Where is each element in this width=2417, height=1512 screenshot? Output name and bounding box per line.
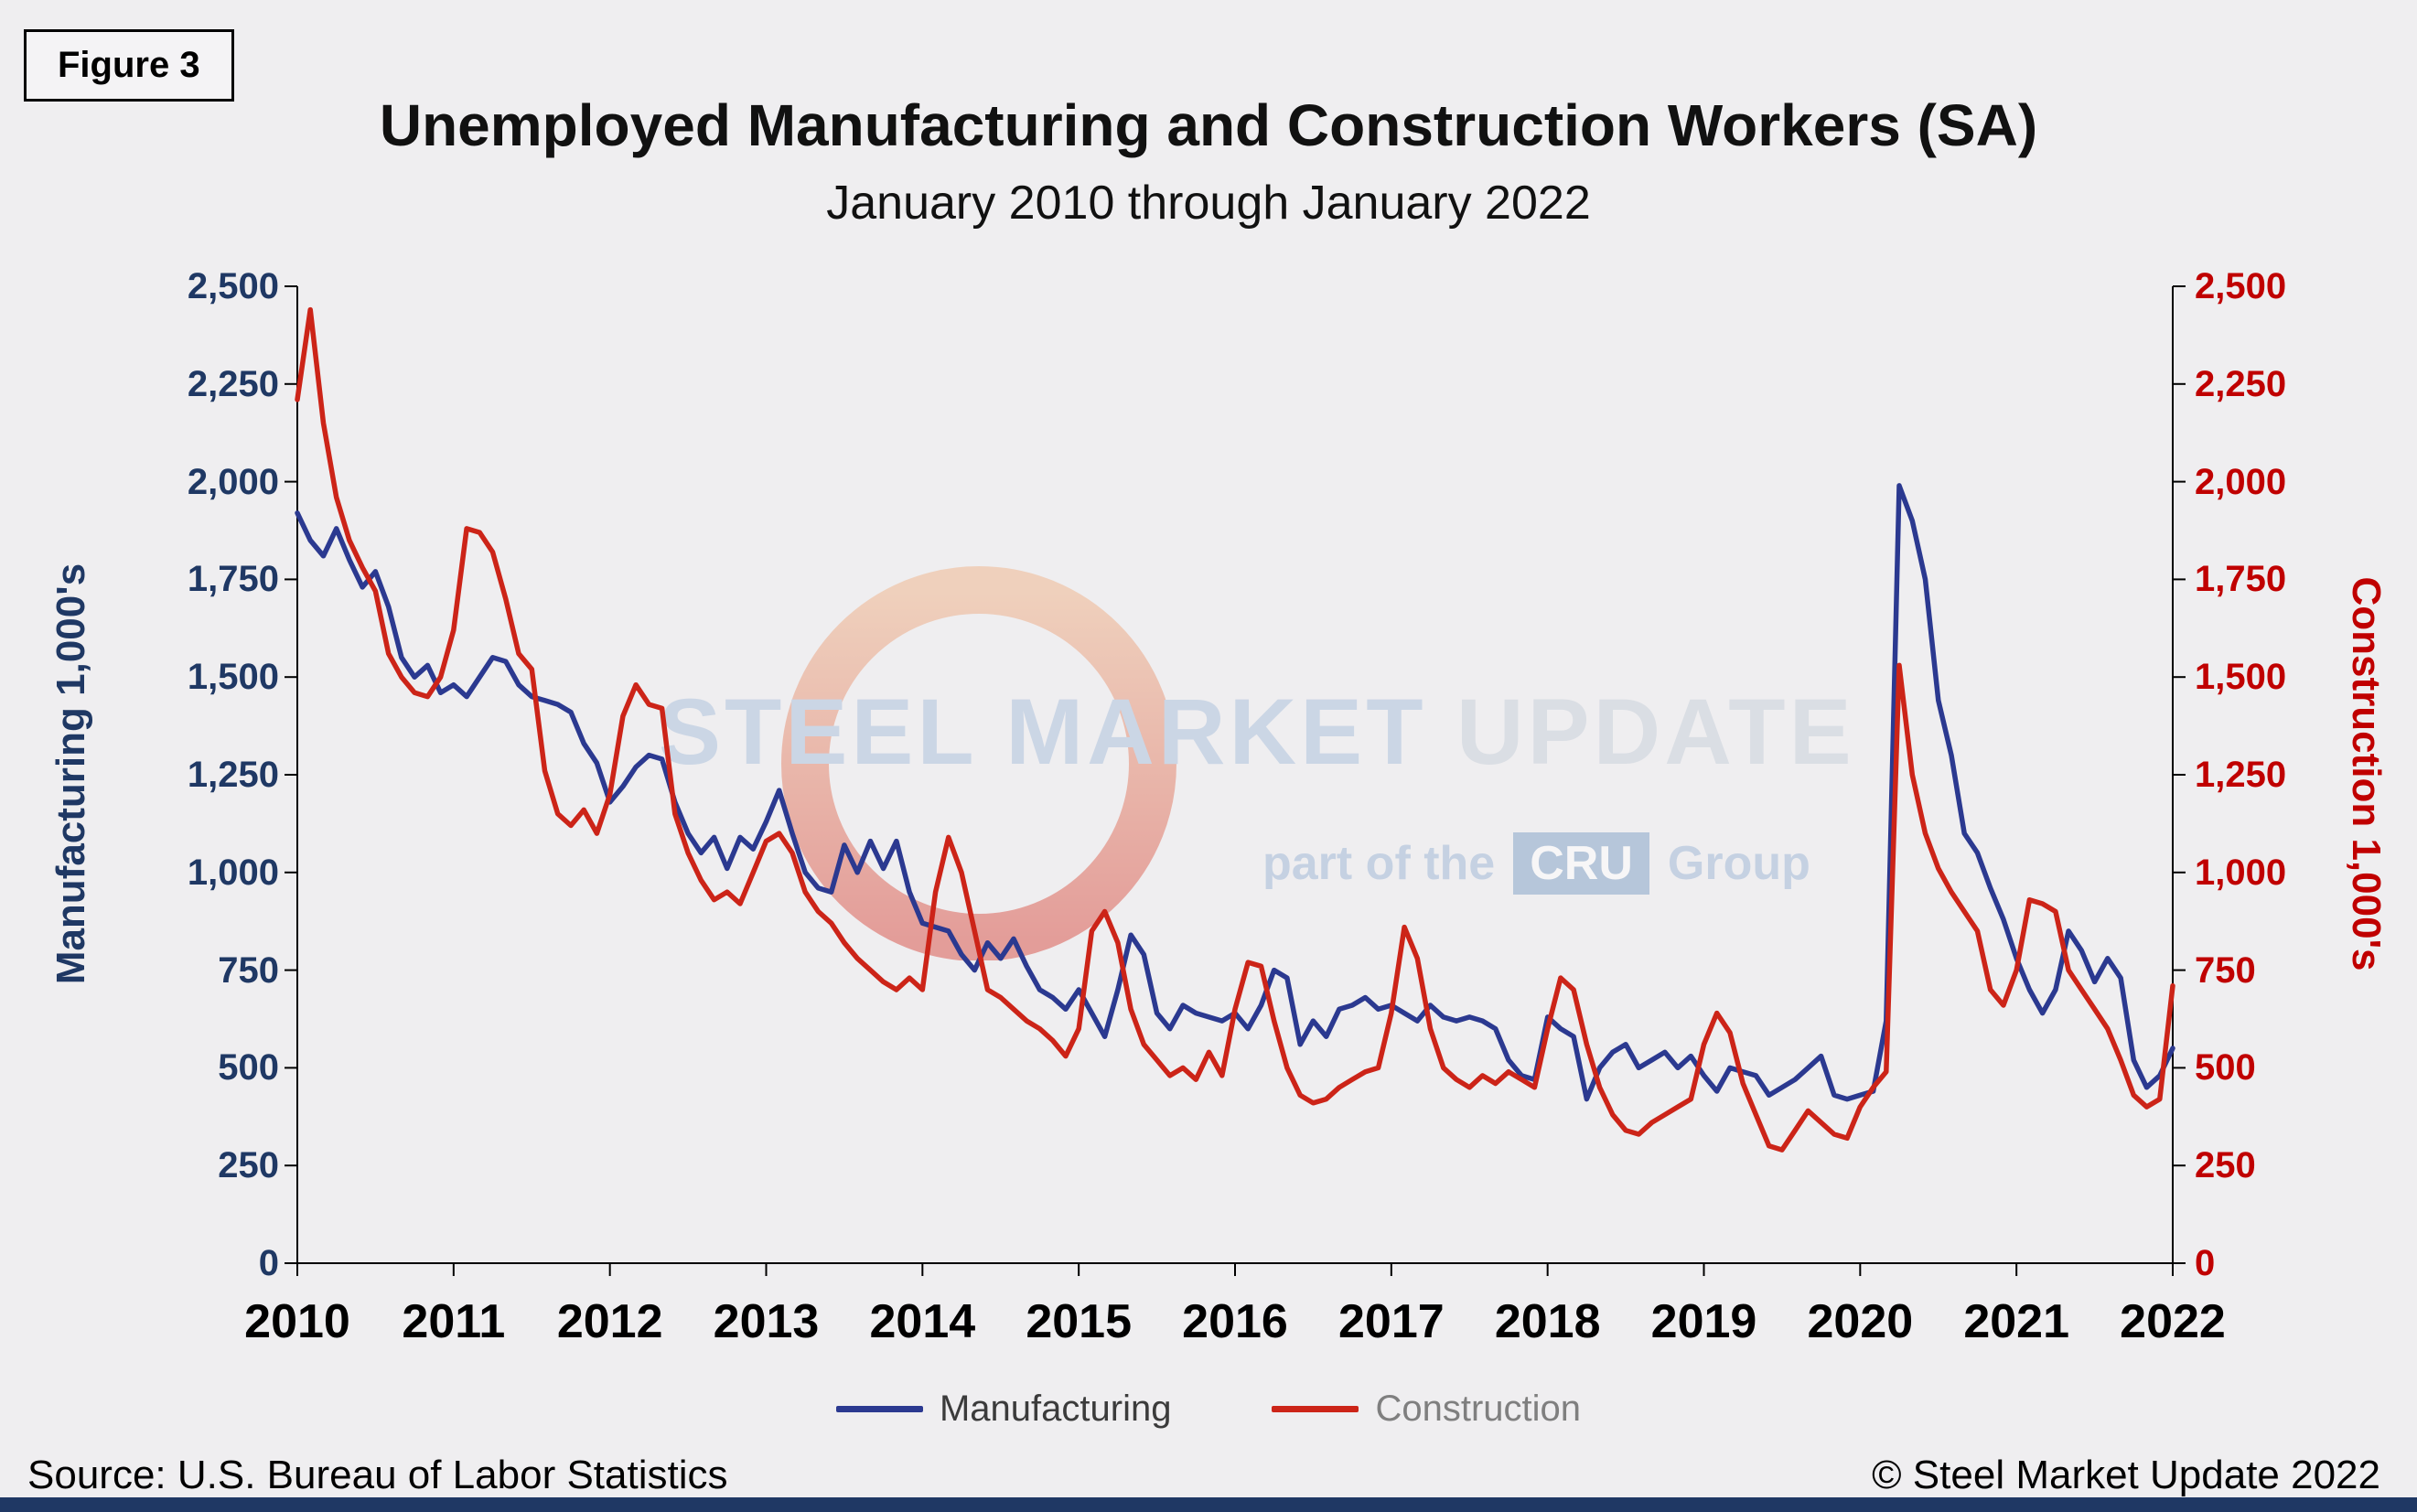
y-axis-label-left: 250 bbox=[218, 1145, 279, 1186]
manufacturing-legend-line bbox=[835, 1405, 923, 1412]
x-axis-year-label: 2010 bbox=[244, 1295, 350, 1348]
legend-item-construction: Construction bbox=[1272, 1390, 1581, 1427]
x-axis-year-label: 2020 bbox=[1807, 1295, 1914, 1348]
legend-item-manufacturing: Manufacturing bbox=[835, 1389, 1172, 1429]
y-axis-label-left: 2,250 bbox=[187, 363, 279, 404]
x-axis-year-label: 2015 bbox=[1026, 1295, 1132, 1348]
y-axis-label-right: 500 bbox=[2195, 1047, 2256, 1088]
y-axis-label-left: 1,750 bbox=[187, 559, 279, 600]
figure-badge: Figure 3 bbox=[24, 29, 234, 102]
chart-title: Unemployed Manufacturing and Constructio… bbox=[379, 92, 2038, 158]
construction-legend-line bbox=[1272, 1405, 1359, 1412]
x-axis-year-label: 2021 bbox=[1963, 1295, 2069, 1348]
x-axis-year-label: 2017 bbox=[1337, 1295, 1445, 1348]
y-axis-label-right: 0 bbox=[2195, 1243, 2216, 1283]
y-axis-label-left: 1,500 bbox=[187, 657, 279, 698]
y-axis-label-left: 1,000 bbox=[187, 852, 279, 893]
y-axis-label-right: 1,500 bbox=[2195, 657, 2287, 698]
y-axis-label-right: 2,000 bbox=[2195, 461, 2287, 502]
construction-legend-label: Construction bbox=[1375, 1389, 1582, 1429]
y-axis-label-left: 2,500 bbox=[187, 266, 279, 306]
x-axis-year-label: 2012 bbox=[556, 1295, 663, 1348]
y-axis-label-left: 2,000 bbox=[187, 461, 279, 502]
x-axis-year-label: 2014 bbox=[869, 1295, 976, 1348]
x-axis-year-label: 2016 bbox=[1182, 1295, 1288, 1348]
construction-line bbox=[295, 306, 2175, 1153]
x-axis-year-label: 2022 bbox=[2120, 1295, 2226, 1348]
y-axis-label-right: 750 bbox=[2195, 949, 2256, 991]
y-axis-label-left: 750 bbox=[218, 949, 279, 991]
legend: Manufacturing Construction bbox=[0, 1390, 2417, 1427]
y-axis-label-left: 500 bbox=[218, 1047, 279, 1088]
y-axis-label-left: 1,250 bbox=[187, 755, 279, 795]
y-axis-label-right: 250 bbox=[2195, 1145, 2256, 1186]
footer-bar bbox=[0, 1497, 2417, 1512]
copyright-note: © Steel Market Update 2022 bbox=[1872, 1453, 2380, 1497]
manufacturing-legend-label: Manufacturing bbox=[939, 1389, 1172, 1429]
chart-subtitle: January 2010 through January 2022 bbox=[826, 177, 1591, 230]
source-note: Source: U.S. Bureau of Labor Statistics bbox=[27, 1453, 728, 1497]
y-axis-label-right: 2,250 bbox=[2195, 363, 2287, 404]
x-axis-year-label: 2018 bbox=[1494, 1295, 1601, 1348]
y-axis-label-right: 2,500 bbox=[2195, 266, 2287, 306]
x-axis-year-label: 2013 bbox=[713, 1295, 820, 1348]
y-axis-label-right: 1,250 bbox=[2195, 755, 2287, 795]
y-axis-label-left: 0 bbox=[258, 1243, 279, 1283]
x-axis-year-label: 2011 bbox=[402, 1295, 506, 1348]
x-axis-year-label: 2019 bbox=[1650, 1295, 1757, 1348]
y-axis-label-right: 1,000 bbox=[2195, 852, 2287, 893]
y-axis-label-right: 1,750 bbox=[2195, 559, 2287, 600]
